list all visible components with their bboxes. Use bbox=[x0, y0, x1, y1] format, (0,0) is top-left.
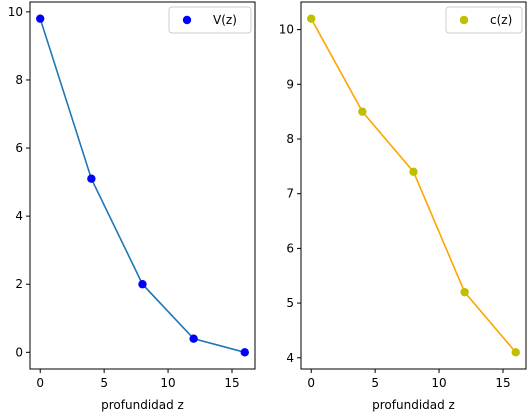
left-x-axis-label: profundidad z bbox=[101, 398, 184, 412]
left-series-line bbox=[39, 18, 245, 354]
left-y-tick-label: 8 bbox=[15, 73, 23, 87]
right-data-point bbox=[358, 107, 367, 116]
right-x-tick-label: 0 bbox=[307, 376, 315, 390]
left-chart: 0 5 10 15 0 2 4 6 8 10 profundidad z V(z) bbox=[8, 1, 256, 412]
left-data-point bbox=[189, 334, 198, 343]
right-y-tick-label: 4 bbox=[286, 351, 294, 365]
right-y-tick-label: 10 bbox=[279, 23, 294, 37]
left-x-tick-label: 0 bbox=[36, 376, 44, 390]
left-y-tick-label: 4 bbox=[15, 209, 23, 223]
left-data-point bbox=[87, 174, 96, 183]
right-y-tick-label: 5 bbox=[286, 296, 294, 310]
left-data-point bbox=[240, 348, 249, 357]
left-data-point bbox=[36, 14, 45, 23]
right-data-point bbox=[409, 167, 418, 177]
right-y-tick-label: 7 bbox=[286, 187, 294, 201]
left-y-tick-label: 2 bbox=[15, 277, 23, 291]
right-legend: c(z) bbox=[445, 6, 523, 34]
right-data-point bbox=[460, 287, 469, 297]
right-y-tick-label: 9 bbox=[286, 77, 294, 91]
left-data-point bbox=[138, 280, 147, 289]
right-axes-frame bbox=[300, 1, 527, 370]
left-y-tick-label: 6 bbox=[15, 141, 23, 155]
left-y-tick-label: 10 bbox=[8, 5, 23, 19]
right-series-line bbox=[310, 18, 517, 353]
right-legend-label: c(z) bbox=[490, 13, 512, 27]
right-x-tick-label: 15 bbox=[495, 376, 510, 390]
left-axes-frame bbox=[29, 1, 256, 370]
left-x-tick-label: 5 bbox=[100, 376, 108, 390]
right-y-tick-label: 6 bbox=[286, 241, 294, 255]
right-x-tick-label: 5 bbox=[371, 376, 379, 390]
left-legend-box bbox=[168, 6, 252, 34]
right-x-axis-label: profundidad z bbox=[372, 398, 455, 412]
right-y-tick-label: 8 bbox=[286, 132, 294, 146]
left-legend-label: V(z) bbox=[213, 13, 237, 27]
right-legend-box bbox=[445, 6, 523, 34]
right-legend-marker bbox=[459, 15, 469, 25]
left-x-tick-label: 10 bbox=[160, 376, 175, 390]
left-legend: V(z) bbox=[168, 6, 252, 34]
right-data-point bbox=[511, 348, 520, 357]
left-x-tick-label: 15 bbox=[224, 376, 239, 390]
left-legend-marker bbox=[182, 15, 192, 25]
right-data-point bbox=[307, 14, 316, 23]
right-x-tick-label: 10 bbox=[431, 376, 446, 390]
left-y-tick-label: 0 bbox=[15, 345, 23, 359]
right-chart: 0 5 10 15 4 5 6 7 8 9 10 profundidad z c(z) bbox=[279, 1, 527, 412]
